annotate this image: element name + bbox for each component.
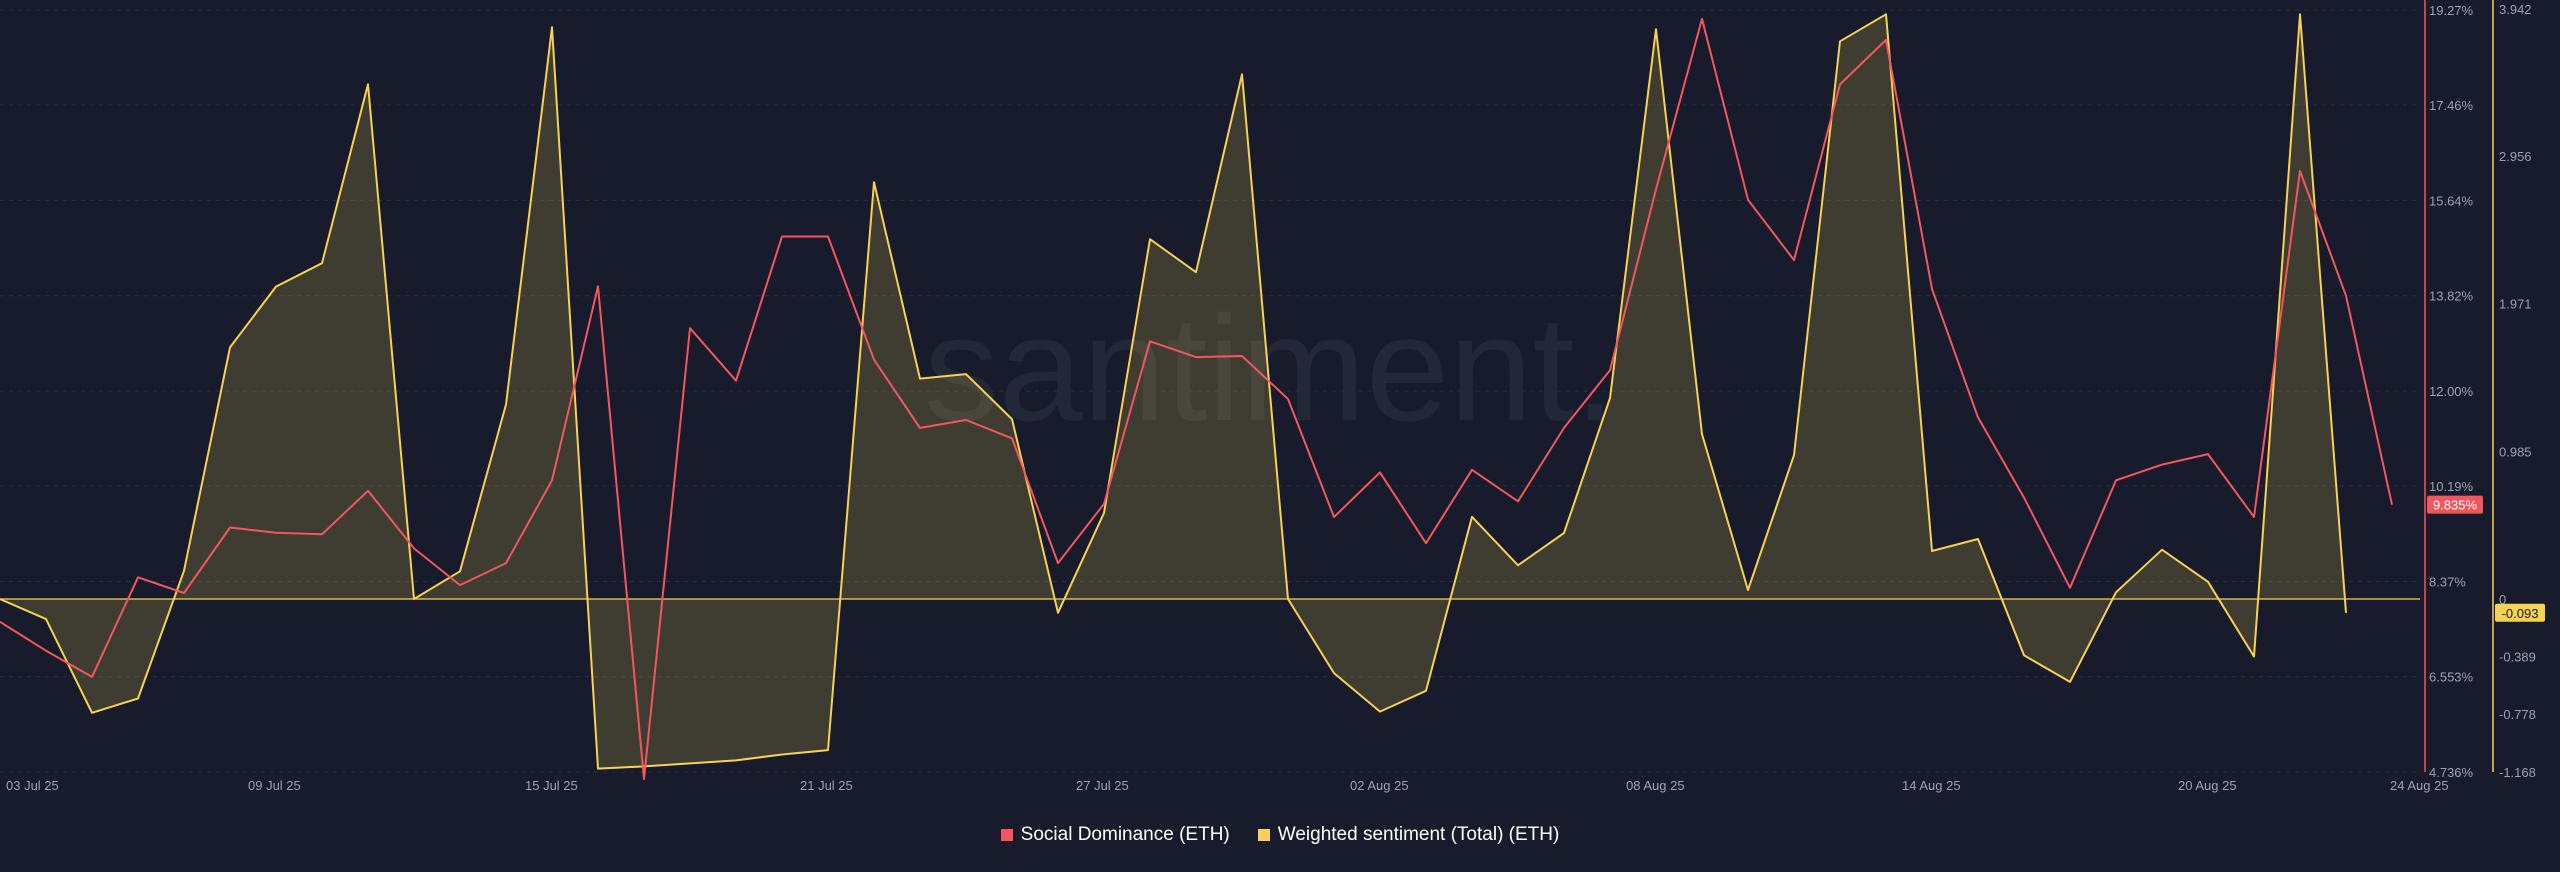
series-line-social-dominance — [0, 17, 2393, 781]
left-axis-labels: 19.27% 17.46% 15.64% 13.82% 12.00% 10.19% 8.37… — [2429, 3, 2474, 780]
right-axis-tick-label: 0 — [2499, 592, 2506, 607]
x-axis-label: 21 Jul 25 — [800, 778, 853, 793]
left-axis-tick-label: 17.46% — [2429, 98, 2474, 113]
watermark: santiment. — [924, 284, 1616, 452]
sentiment-value-badge-text: -0.093 — [2502, 606, 2539, 621]
sentiment-area — [0, 14, 2420, 769]
left-axis-tick-label: 13.82% — [2429, 289, 2474, 304]
social-dominance-value-badge-text: 9.835% — [2433, 498, 2478, 513]
x-axis-label: 24 Aug 25 — [2390, 778, 2449, 793]
legend-item-weighted-sentiment[interactable]: Weighted sentiment (Total) (ETH) — [1257, 824, 1560, 846]
x-axis-label: 08 Aug 25 — [1626, 778, 1685, 793]
legend-label-social-dominance: Social Dominance (ETH) — [1020, 824, 1230, 845]
x-axis-label: 27 Jul 25 — [1076, 778, 1129, 793]
right-axis-tick-label: 2.956 — [2499, 149, 2532, 164]
x-axis-label: 15 Jul 25 — [525, 778, 578, 793]
left-axis-tick-label: 10.19% — [2429, 479, 2474, 494]
right-axis-tick-label: 1.971 — [2499, 297, 2532, 312]
right-axis-tick-label: -0.389 — [2499, 650, 2536, 665]
left-axis-tick-label: 4.736% — [2429, 765, 2474, 780]
legend-label-weighted-sentiment: Weighted sentiment (Total) (ETH) — [1277, 824, 1560, 845]
right-axis-tick-label: -1.168 — [2499, 765, 2536, 780]
right-axis-tick-label: 3.942 — [2499, 2, 2532, 17]
legend-item-social-dominance[interactable]: Social Dominance (ETH) — [1000, 824, 1230, 846]
left-axis-tick-label: 8.37% — [2429, 574, 2466, 589]
right-axis-tick-label: 0.985 — [2499, 444, 2532, 459]
series-line-weighted-sentiment — [0, 13, 2347, 770]
series-lines — [0, 13, 2393, 781]
right-axis-labels: 3.942 2.956 1.971 0.985 0 -0.389 -0.778 -1.168 — [2499, 2, 2536, 780]
x-axis-labels: 03 Jul 25 09 Jul 25 15 Jul 25 21 Jul 25 27 J… — [6, 778, 2449, 793]
axes — [2424, 0, 2494, 772]
current-value-badges: 9.835% -0.093 — [2427, 495, 2545, 622]
left-axis-tick-label: 6.553% — [2429, 670, 2474, 685]
sentiment-area-fill — [0, 14, 2346, 769]
sentiment-value-badge — [2495, 603, 2545, 622]
legend-swatch-social-dominance — [1000, 829, 1013, 841]
left-axis-tick-label: 15.64% — [2429, 193, 2474, 208]
right-axis-tick-label: -0.778 — [2499, 707, 2536, 722]
x-axis-label: 02 Aug 25 — [1350, 778, 1409, 793]
x-axis-label: 03 Jul 25 — [6, 778, 59, 793]
x-axis-label: 09 Jul 25 — [248, 778, 301, 793]
legend: Social Dominance (ETH) Weighted sentimen… — [0, 820, 2560, 850]
left-axis-tick-label: 12.00% — [2429, 384, 2474, 399]
social-dominance-value-badge — [2427, 495, 2483, 514]
legend-swatch-weighted-sentiment — [1257, 829, 1270, 841]
x-axis-label: 14 Aug 25 — [1902, 778, 1961, 793]
grid-lines — [0, 9, 2420, 773]
x-axis-label: 20 Aug 25 — [2178, 778, 2237, 793]
left-axis-tick-label: 19.27% — [2429, 3, 2474, 18]
